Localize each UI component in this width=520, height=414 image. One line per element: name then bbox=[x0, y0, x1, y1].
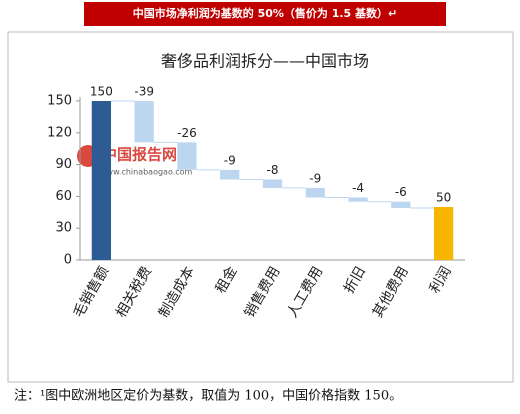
bar bbox=[91, 101, 112, 260]
bar bbox=[305, 187, 325, 198]
value-label: -9 bbox=[224, 153, 236, 167]
chart-title: 奢侈品利润拆分——中国市场 bbox=[161, 52, 369, 71]
value-label: -39 bbox=[134, 85, 154, 99]
y-tick-label: 0 bbox=[64, 253, 72, 268]
header-bar bbox=[84, 2, 446, 26]
bar bbox=[348, 197, 368, 202]
y-tick-label: 90 bbox=[55, 157, 72, 172]
value-label: -9 bbox=[309, 171, 321, 185]
y-tick-label: 120 bbox=[47, 125, 72, 140]
y-tick-label: 60 bbox=[55, 189, 72, 204]
y-tick-label: 150 bbox=[47, 94, 72, 109]
header: 中国市场净利润为基数的 50%（售价为 1.5 基数）↵ bbox=[133, 6, 398, 20]
bar bbox=[433, 207, 454, 260]
y-tick-label: 30 bbox=[55, 221, 72, 236]
value-label: 50 bbox=[436, 191, 451, 205]
watermark-name: 中国报告网 bbox=[102, 146, 177, 164]
value-label: -4 bbox=[352, 181, 364, 195]
bar bbox=[262, 179, 283, 188]
value-label: -8 bbox=[267, 163, 279, 177]
footnote: 注：¹图中欧洲地区定价为基数，取值为 100，中国价格指数 150。 bbox=[14, 388, 402, 404]
value-label: -26 bbox=[177, 126, 197, 140]
value-label: -6 bbox=[395, 185, 407, 199]
watermark-url: www.chinabaogao.com bbox=[100, 168, 193, 177]
bar bbox=[134, 101, 154, 143]
bar bbox=[220, 169, 240, 180]
bar bbox=[391, 201, 411, 209]
bar bbox=[177, 142, 197, 170]
chart-frame bbox=[7, 31, 514, 383]
value-label: 150 bbox=[90, 85, 113, 99]
